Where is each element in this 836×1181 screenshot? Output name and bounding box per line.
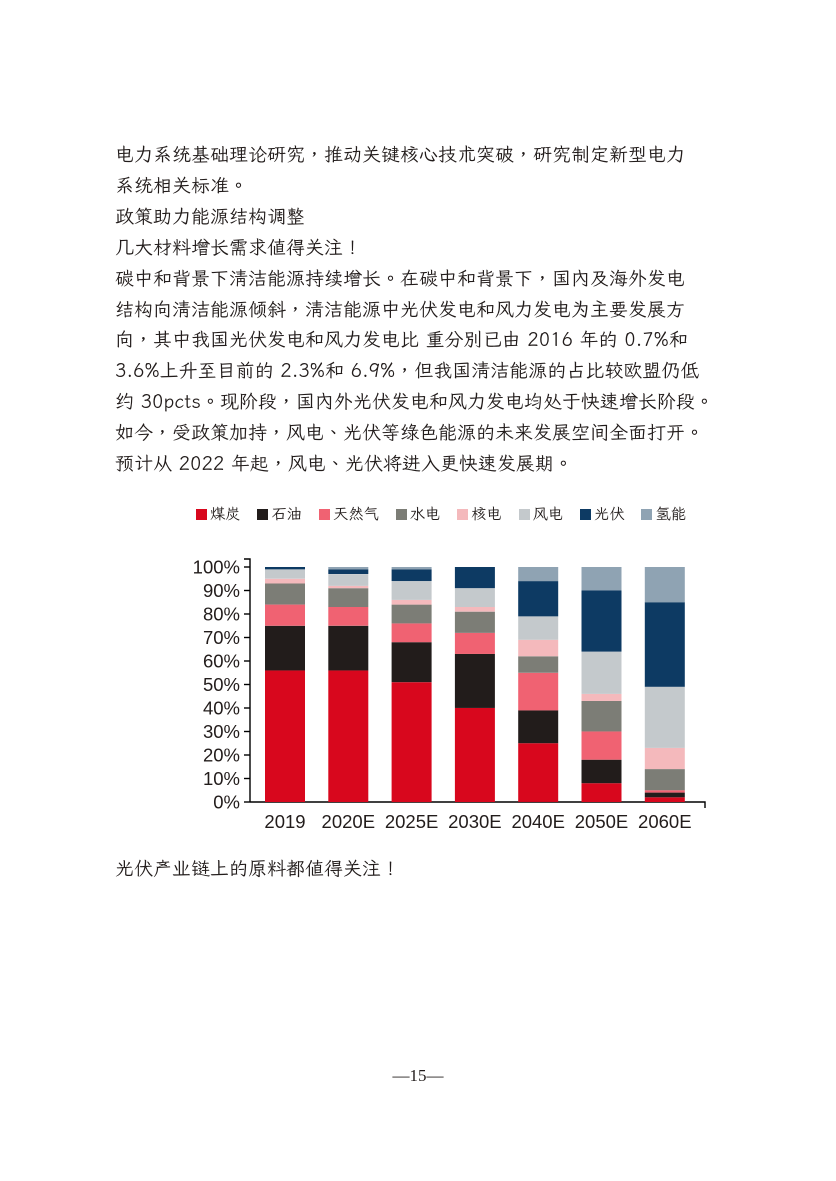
svg-text:30%: 30%: [203, 721, 240, 742]
svg-text:2019: 2019: [264, 811, 305, 832]
svg-text:60%: 60%: [203, 651, 240, 672]
svg-text:2040E: 2040E: [511, 811, 565, 832]
svg-text:20%: 20%: [203, 745, 240, 766]
svg-text:2050E: 2050E: [575, 811, 629, 832]
svg-text:2025E: 2025E: [385, 811, 439, 832]
svg-text:70%: 70%: [203, 627, 240, 648]
svg-text:80%: 80%: [203, 604, 240, 625]
svg-text:10%: 10%: [203, 768, 240, 789]
svg-text:2060E: 2060E: [638, 811, 692, 832]
svg-text:50%: 50%: [203, 674, 240, 695]
svg-text:90%: 90%: [203, 580, 240, 601]
svg-text:40%: 40%: [203, 698, 240, 719]
svg-text:0%: 0%: [213, 792, 240, 813]
svg-text:2020E: 2020E: [322, 811, 376, 832]
svg-text:2030E: 2030E: [448, 811, 502, 832]
svg-text:100%: 100%: [193, 557, 240, 578]
